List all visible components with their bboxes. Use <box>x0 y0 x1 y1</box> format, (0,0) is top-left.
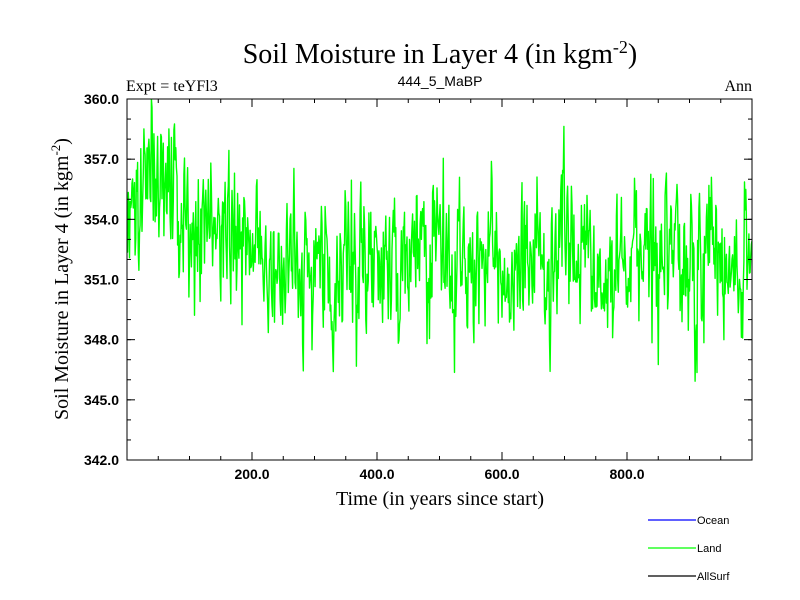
y-tick-label: 351.0 <box>84 272 119 288</box>
x-tick-label: 400.0 <box>359 466 394 482</box>
x-tick-label: 600.0 <box>484 466 519 482</box>
y-tick-label: 342.0 <box>84 452 119 468</box>
y-tick-label: 354.0 <box>84 211 119 227</box>
legend-label-land: Land <box>697 543 721 555</box>
x-axis-label: Time (in years since start) <box>336 488 544 510</box>
x-tick-label: 800.0 <box>609 466 644 482</box>
legend-label-ocean: Ocean <box>697 515 729 527</box>
legend-label-allsurf: AllSurf <box>697 571 730 583</box>
y-tick-label: 357.0 <box>84 151 119 167</box>
subtitle-period: 444_5_MaBP <box>398 73 483 89</box>
chart-title: Soil Moisture in Layer 4 (in kgm-2) <box>243 37 638 70</box>
x-tick-label: 200.0 <box>234 466 269 482</box>
y-axis-label: Soil Moisture in Layer 4 (in kgm-2) <box>48 138 73 420</box>
subtitle-expt: Expt = teYFl3 <box>126 78 218 95</box>
y-tick-label: 345.0 <box>84 392 119 408</box>
y-tick-label: 348.0 <box>84 332 119 348</box>
subtitle-season: Ann <box>724 78 752 95</box>
y-tick-label: 360.0 <box>84 91 119 107</box>
land-series-line <box>127 99 752 382</box>
